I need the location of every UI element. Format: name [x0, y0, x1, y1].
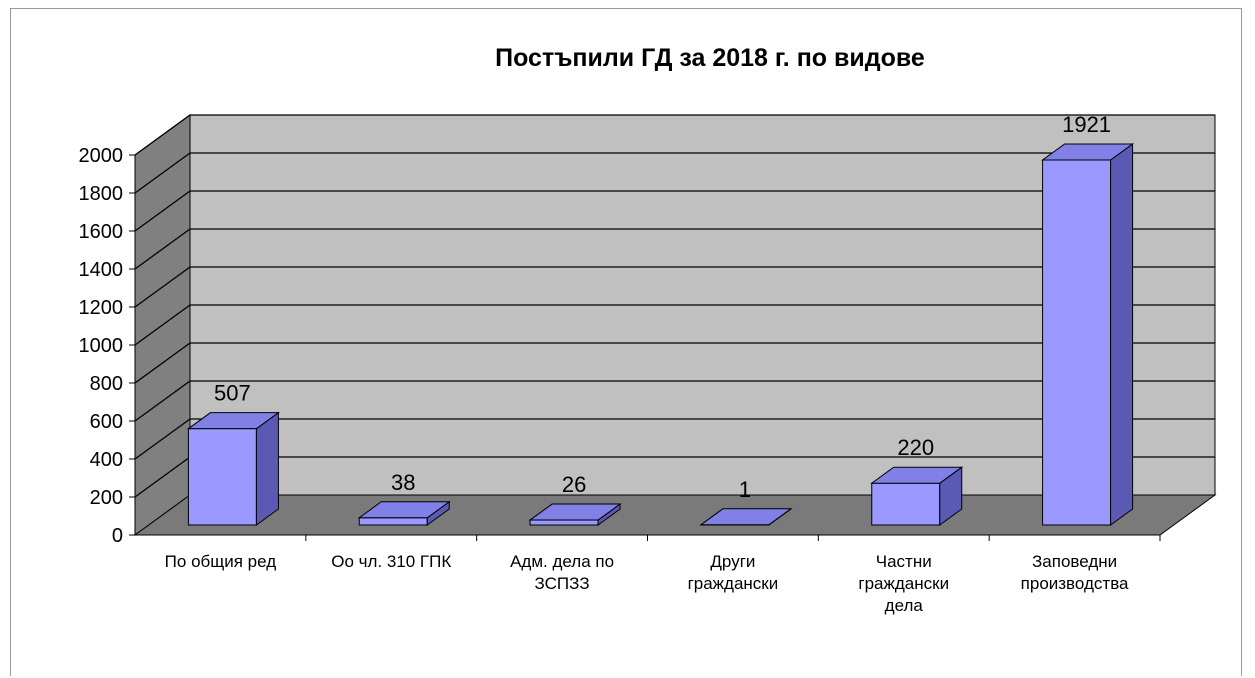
- bar: [1042, 159, 1112, 526]
- chart-title: Постъпили ГД за 2018 г. по видове: [495, 44, 925, 72]
- bar: [358, 517, 428, 526]
- data-label: 507: [214, 381, 251, 406]
- x-tick-label: Оо чл. 310 ГПК: [331, 552, 451, 571]
- data-label: 1921: [1062, 112, 1111, 137]
- gridline: [134, 114, 1215, 156]
- x-tick-label-line: Частни: [876, 552, 932, 571]
- bar: [187, 428, 257, 526]
- y-tick-label: 1800: [79, 183, 124, 205]
- x-tick-label-line: производства: [1021, 574, 1129, 593]
- x-tick-label-line: ЗСПЗЗ: [535, 574, 590, 593]
- data-label: 26: [562, 472, 586, 497]
- chart-frame: [10, 8, 1242, 676]
- x-tick-label-line: Други: [710, 552, 755, 571]
- y-tick-label: 800: [90, 373, 123, 395]
- x-tick-label: Заповедни производства: [1021, 552, 1129, 593]
- x-tick-label-line: граждански: [688, 574, 779, 593]
- x-tick-label: Частни граждански дела: [858, 552, 949, 615]
- x-tick-label-line: граждански: [858, 574, 949, 593]
- y-tick-label: 200: [90, 487, 123, 509]
- gridline: [134, 190, 1215, 232]
- bar-side: [255, 411, 279, 526]
- bar-top: [357, 501, 451, 519]
- bar-top: [1041, 143, 1135, 161]
- gridline: [134, 266, 1215, 308]
- x-tick-label: По общия ред: [165, 552, 277, 571]
- y-tick-label: 2000: [79, 145, 124, 167]
- x-tick-label-line: Адм. дела по: [510, 552, 614, 571]
- y-tick-label: 600: [90, 411, 123, 433]
- bar-side: [1110, 143, 1134, 526]
- gridline: [134, 228, 1215, 270]
- y-tick-label: 1400: [79, 259, 124, 281]
- data-label: 1: [739, 477, 751, 502]
- bar: [871, 482, 941, 526]
- gridline: [134, 418, 1215, 460]
- y-tick-label: 0: [112, 525, 123, 547]
- bar-top: [699, 508, 793, 526]
- x-tick-label: Други граждански: [688, 552, 779, 593]
- y-tick-label: 1000: [79, 335, 124, 357]
- x-tick-label: Адм. дела по ЗСПЗЗ: [510, 552, 614, 593]
- bar: [529, 519, 599, 526]
- gridline: [134, 152, 1215, 194]
- gridline: [134, 380, 1215, 422]
- gridline: [134, 342, 1215, 384]
- x-tick-label-line: Оо чл. 310 ГПК: [331, 552, 451, 571]
- data-label: 38: [391, 470, 415, 495]
- bar-top: [870, 466, 964, 484]
- x-tick-label-line: дела: [885, 596, 924, 615]
- x-tick-label-line: По общия ред: [165, 552, 277, 571]
- bar-top: [186, 412, 280, 430]
- x-tick-label-line: Заповедни: [1032, 552, 1117, 571]
- gridline: [134, 304, 1215, 346]
- data-label: 220: [897, 435, 934, 460]
- bar-top: [528, 503, 622, 521]
- y-tick-label: 1200: [79, 297, 124, 319]
- y-tick-label: 1600: [79, 221, 124, 243]
- y-tick-label: 400: [90, 449, 123, 471]
